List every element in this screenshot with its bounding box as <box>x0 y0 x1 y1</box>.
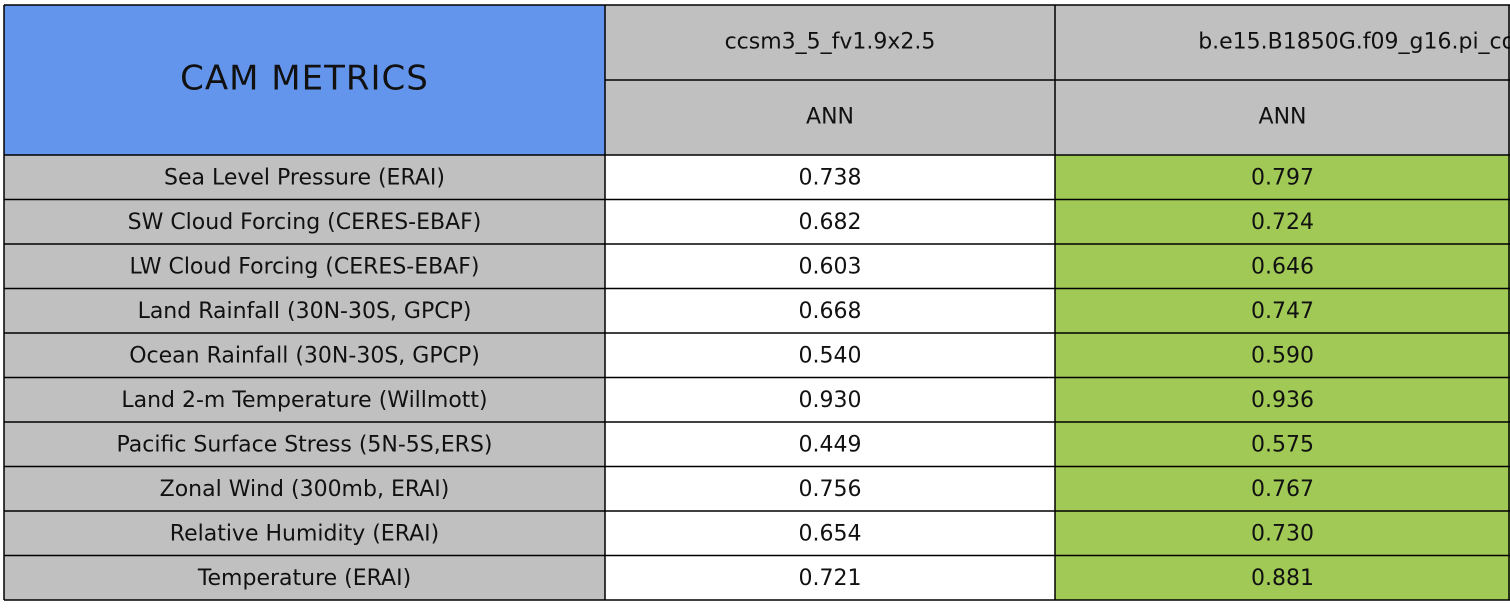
value-cell-best <box>1055 244 1510 289</box>
metric-value: 0.682 <box>799 210 862 235</box>
row-label-cell <box>4 422 605 467</box>
value-cell-best <box>1055 377 1510 422</box>
metric-name: Land Rainfall (30N-30S, GPCP) <box>138 299 472 324</box>
metric-name: Temperature (ERAI) <box>197 566 411 591</box>
value-cell <box>605 422 1055 467</box>
value-cell <box>605 555 1055 600</box>
metric-value: 0.738 <box>799 165 862 190</box>
metric-name: Pacific Surface Stress (5N-5S,ERS) <box>117 432 493 457</box>
value-cell-best <box>1055 199 1510 244</box>
metric-name: LW Cloud Forcing (CERES-EBAF) <box>129 254 479 279</box>
value-cell-best <box>1055 333 1510 378</box>
metric-value: 0.767 <box>1251 477 1314 502</box>
row-label-cell <box>4 377 605 422</box>
value-cell <box>605 244 1055 289</box>
metric-value: 0.936 <box>1251 388 1314 413</box>
metric-value: 0.646 <box>1251 254 1314 279</box>
metric-value: 0.724 <box>1251 210 1314 235</box>
metric-value: 0.730 <box>1251 521 1314 546</box>
metric-value: 0.590 <box>1251 343 1314 368</box>
value-cell <box>605 288 1055 333</box>
row-label-cell <box>4 466 605 511</box>
value-cell <box>605 199 1055 244</box>
table-title: CAM METRICS <box>180 59 429 99</box>
metric-name: Relative Humidity (ERAI) <box>170 521 439 546</box>
metric-value: 0.747 <box>1251 299 1314 324</box>
value-cell-best <box>1055 466 1510 511</box>
value-cell <box>605 155 1055 200</box>
row-label-cell <box>4 199 605 244</box>
value-cell <box>605 511 1055 556</box>
row-label-cell <box>4 511 605 556</box>
title-cell <box>4 5 605 155</box>
case-name: ccsm3_5_fv1.9x2.5 <box>725 30 936 55</box>
metric-name: Zonal Wind (300mb, ERAI) <box>160 477 450 502</box>
value-cell-best <box>1055 422 1510 467</box>
case-name: b.e15.B1850G.f09_g16.pi_control.1 <box>1198 30 1510 55</box>
row-label-cell <box>4 333 605 378</box>
metric-value: 0.575 <box>1251 432 1314 457</box>
metric-name: Ocean Rainfall (30N-30S, GPCP) <box>129 343 480 368</box>
season: ANN <box>806 105 854 130</box>
metric-value: 0.449 <box>799 432 862 457</box>
metric-value: 0.756 <box>799 477 862 502</box>
value-cell-best <box>1055 555 1510 600</box>
metric-value: 0.540 <box>799 343 862 368</box>
metric-name: SW Cloud Forcing (CERES-EBAF) <box>128 210 482 235</box>
metric-name: Sea Level Pressure (ERAI) <box>164 165 445 190</box>
metric-value: 0.881 <box>1251 566 1314 591</box>
row-label-cell <box>4 155 605 200</box>
value-cell-best <box>1055 288 1510 333</box>
season: ANN <box>1259 105 1307 130</box>
value-cell <box>605 333 1055 378</box>
metric-value: 0.668 <box>799 299 862 324</box>
value-cell <box>605 466 1055 511</box>
metric-value: 0.603 <box>799 254 862 279</box>
row-label-cell <box>4 555 605 600</box>
value-cell-best <box>1055 155 1510 200</box>
metric-value: 0.930 <box>799 388 862 413</box>
row-label-cell <box>4 288 605 333</box>
metric-value: 0.721 <box>799 566 862 591</box>
metric-value: 0.797 <box>1251 165 1314 190</box>
value-cell-best <box>1055 511 1510 556</box>
metric-value: 0.654 <box>799 521 862 546</box>
value-cell <box>605 377 1055 422</box>
metric-name: Land 2-m Temperature (Willmott) <box>121 388 487 413</box>
row-label-cell <box>4 244 605 289</box>
